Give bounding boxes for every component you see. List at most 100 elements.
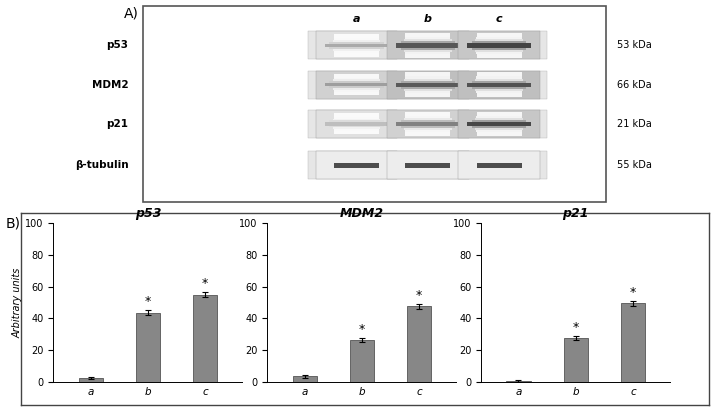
Bar — [334, 51, 379, 53]
Title: p53: p53 — [135, 207, 161, 221]
Text: b: b — [424, 14, 432, 24]
Bar — [405, 74, 451, 76]
Bar — [329, 121, 384, 122]
Bar — [472, 81, 526, 83]
Bar — [467, 43, 531, 45]
Bar — [467, 45, 531, 47]
Bar — [404, 39, 451, 41]
Title: MDM2: MDM2 — [340, 207, 384, 221]
Bar — [401, 87, 455, 89]
Bar — [334, 133, 379, 134]
Bar — [401, 41, 455, 43]
Bar — [405, 95, 451, 97]
Bar — [333, 119, 380, 121]
Bar — [334, 55, 379, 57]
Bar — [476, 50, 523, 52]
Bar — [404, 89, 451, 91]
Bar — [476, 134, 522, 136]
Bar — [396, 83, 460, 85]
Bar — [476, 112, 522, 114]
Bar — [334, 129, 379, 131]
Text: 55 kDa: 55 kDa — [617, 160, 652, 170]
Bar — [334, 93, 379, 95]
Bar — [324, 83, 389, 85]
Text: a: a — [353, 14, 360, 24]
Bar — [405, 72, 451, 74]
Bar — [476, 114, 522, 116]
Bar — [308, 71, 548, 99]
Bar — [506, 381, 530, 382]
Text: *: * — [202, 277, 208, 290]
Bar — [334, 34, 379, 36]
Bar — [329, 126, 384, 127]
Bar — [386, 110, 469, 138]
Bar — [308, 31, 548, 59]
Bar — [405, 134, 451, 136]
Bar — [308, 110, 548, 138]
Bar — [476, 89, 523, 91]
Bar — [476, 39, 523, 41]
Bar — [564, 338, 588, 382]
Bar — [386, 31, 469, 59]
Bar — [315, 151, 398, 179]
Bar — [476, 130, 522, 132]
Bar — [329, 81, 384, 83]
Bar — [405, 35, 451, 37]
Bar — [334, 78, 379, 79]
Bar — [476, 52, 522, 54]
Bar — [467, 83, 531, 85]
Bar — [324, 122, 389, 124]
Text: p21: p21 — [106, 119, 128, 129]
Bar — [334, 131, 379, 133]
Bar — [334, 117, 379, 119]
Bar — [458, 31, 540, 59]
Bar — [324, 124, 389, 126]
Bar — [405, 130, 451, 132]
Bar — [292, 377, 317, 382]
Bar — [324, 85, 389, 86]
Bar — [396, 85, 460, 87]
Bar — [476, 33, 522, 35]
Bar — [404, 128, 451, 130]
Bar — [472, 47, 526, 50]
Bar — [405, 37, 451, 39]
Text: *: * — [630, 285, 636, 299]
Bar — [350, 340, 374, 382]
Bar — [329, 86, 384, 88]
Bar — [476, 78, 523, 81]
Text: *: * — [145, 295, 151, 308]
Bar — [476, 95, 522, 97]
Bar — [386, 151, 469, 179]
Bar — [458, 110, 540, 138]
Bar — [405, 116, 451, 118]
Bar — [472, 87, 526, 89]
Bar — [405, 114, 451, 116]
Bar — [476, 35, 522, 37]
Bar — [467, 124, 531, 126]
Text: β-tubulin: β-tubulin — [75, 160, 128, 170]
Bar — [476, 72, 522, 74]
Bar — [476, 163, 522, 168]
Bar — [621, 303, 645, 382]
Bar — [334, 114, 379, 115]
Bar — [404, 78, 451, 81]
Bar — [334, 76, 379, 78]
Bar — [405, 54, 451, 56]
Bar — [193, 294, 217, 382]
Bar — [476, 56, 522, 58]
Bar — [476, 116, 522, 118]
Bar — [401, 120, 455, 122]
Bar — [404, 118, 451, 120]
Bar — [472, 126, 526, 128]
Bar — [333, 127, 380, 129]
Text: *: * — [416, 289, 422, 302]
Bar — [334, 53, 379, 55]
Bar — [476, 91, 522, 93]
Bar — [396, 122, 460, 124]
Bar — [334, 36, 379, 38]
Text: A): A) — [124, 6, 139, 20]
Bar — [476, 37, 522, 39]
Bar — [401, 126, 455, 128]
Bar — [458, 151, 540, 179]
Bar — [315, 31, 398, 59]
